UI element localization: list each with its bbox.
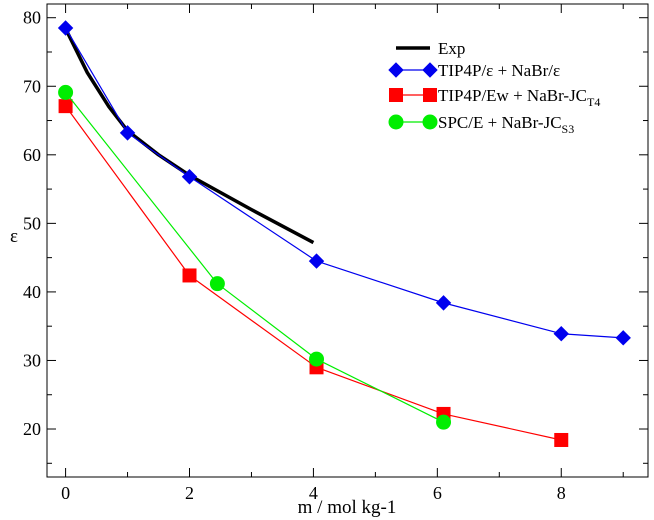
- data-point-1-2: [181, 169, 198, 185]
- legend-label: TIP4P/Ew + NaBr-JCT4: [438, 86, 600, 109]
- legend-label-main: SPC/E + NaBr-JC: [438, 113, 562, 132]
- legend-item-3: SPC/E + NaBr-JCS3: [388, 113, 574, 136]
- plot-frame: [46, 3, 649, 478]
- data-point-1-5: [553, 326, 569, 342]
- series-line-3: [65, 92, 444, 423]
- legend: Exp TIP4P/ε + NaBr/ε TIP4P/Ew + NaBr-JCT4 S…: [388, 39, 600, 136]
- legend-marker: [422, 62, 438, 78]
- legend-label: SPC/E + NaBr-JCS3: [438, 113, 574, 136]
- x-tick-label: 2: [185, 483, 194, 503]
- series-1: [57, 20, 631, 346]
- data-point-1-4: [435, 295, 452, 311]
- legend-marker: [423, 88, 437, 102]
- series-3: [58, 84, 452, 430]
- y-tick-label: 50: [23, 213, 41, 233]
- y-tick-label: 20: [23, 419, 41, 439]
- data-point-2-1: [182, 268, 197, 283]
- series-0: [64, 27, 315, 245]
- y-tick-label: 40: [23, 282, 41, 302]
- data-point-1-6: [615, 330, 631, 346]
- data-point-2-0: [58, 99, 73, 114]
- series-line-0: [64, 27, 315, 245]
- y-axis-label: ε: [10, 226, 18, 247]
- legend-label-main: TIP4P/Ew + NaBr-JC: [438, 86, 587, 105]
- legend-marker: [388, 114, 404, 130]
- legend-marker: [389, 88, 403, 102]
- legend-marker: [388, 62, 404, 78]
- legend-label: Exp: [438, 39, 465, 58]
- y-tick-label: 80: [23, 8, 41, 28]
- legend-label-main: TIP4P/ε + NaBr/ε: [438, 61, 560, 80]
- data-point-1-1: [119, 125, 136, 141]
- y-tick-label: 30: [23, 350, 41, 370]
- y-tick-label: 60: [23, 145, 41, 165]
- legend-label-main: Exp: [438, 39, 465, 58]
- legend-label-subscript: T4: [587, 95, 600, 109]
- legend-item-0: Exp: [396, 39, 465, 58]
- x-tick-label: 0: [61, 483, 70, 503]
- data-point-1-3: [308, 253, 325, 269]
- legend-label-subscript: S3: [562, 122, 575, 136]
- data-point-3-3: [436, 414, 452, 430]
- legend-item-1: TIP4P/ε + NaBr/ε: [388, 61, 560, 80]
- legend-marker: [422, 114, 438, 130]
- series-layer: [57, 20, 631, 447]
- y-tick-label: 70: [23, 76, 41, 96]
- x-tick-label: 6: [433, 483, 442, 503]
- data-point-3-0: [58, 84, 74, 100]
- data-point-3-2: [309, 351, 325, 367]
- x-axis-label: m / mol kg-1: [298, 497, 397, 518]
- x-tick-label: 8: [557, 483, 566, 503]
- data-point-1-0: [57, 20, 74, 36]
- data-point-3-1: [209, 276, 225, 292]
- data-point-2-4: [554, 432, 569, 447]
- x-tick-label: 4: [309, 483, 318, 503]
- axes: 0 2 4 6 8 20 30 40 50 60 70 80: [23, 4, 648, 503]
- legend-label: TIP4P/ε + NaBr/ε: [438, 61, 560, 80]
- series-2: [58, 99, 569, 447]
- legend-item-2: TIP4P/Ew + NaBr-JCT4: [389, 86, 600, 109]
- series-line-2: [65, 105, 562, 441]
